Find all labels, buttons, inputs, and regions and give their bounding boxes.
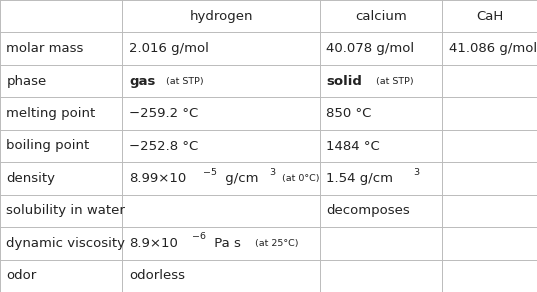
Text: (at 25°C): (at 25°C)	[252, 239, 299, 248]
Text: (at 0°C): (at 0°C)	[279, 174, 320, 183]
Text: phase: phase	[6, 75, 47, 88]
Text: decomposes: decomposes	[326, 204, 410, 217]
Text: solubility in water: solubility in water	[6, 204, 125, 217]
Text: 1484 °C: 1484 °C	[326, 140, 380, 152]
Text: CaH: CaH	[476, 10, 503, 23]
Text: solid: solid	[326, 75, 362, 88]
Text: dynamic viscosity: dynamic viscosity	[6, 237, 126, 250]
Text: (at STP): (at STP)	[163, 77, 204, 86]
Text: −5: −5	[203, 168, 217, 177]
Text: 3: 3	[269, 168, 275, 177]
Text: −6: −6	[192, 232, 206, 241]
Text: 41.086 g/mol: 41.086 g/mol	[449, 42, 537, 55]
Text: −259.2 °C: −259.2 °C	[129, 107, 198, 120]
Text: (at STP): (at STP)	[373, 77, 413, 86]
Text: 40.078 g/mol: 40.078 g/mol	[326, 42, 415, 55]
Text: gas: gas	[129, 75, 155, 88]
Text: 1.54 g/cm: 1.54 g/cm	[326, 172, 394, 185]
Text: Pa s: Pa s	[210, 237, 241, 250]
Text: 8.99×10: 8.99×10	[129, 172, 186, 185]
Text: 8.9×10: 8.9×10	[129, 237, 178, 250]
Text: density: density	[6, 172, 55, 185]
Text: −252.8 °C: −252.8 °C	[129, 140, 198, 152]
Text: odorless: odorless	[129, 269, 185, 282]
Text: 2.016 g/mol: 2.016 g/mol	[129, 42, 209, 55]
Text: melting point: melting point	[6, 107, 96, 120]
Text: molar mass: molar mass	[6, 42, 84, 55]
Text: g/cm: g/cm	[221, 172, 258, 185]
Text: odor: odor	[6, 269, 37, 282]
Text: boiling point: boiling point	[6, 140, 90, 152]
Text: 850 °C: 850 °C	[326, 107, 372, 120]
Text: calcium: calcium	[355, 10, 407, 23]
Text: 3: 3	[413, 168, 419, 177]
Text: hydrogen: hydrogen	[190, 10, 253, 23]
